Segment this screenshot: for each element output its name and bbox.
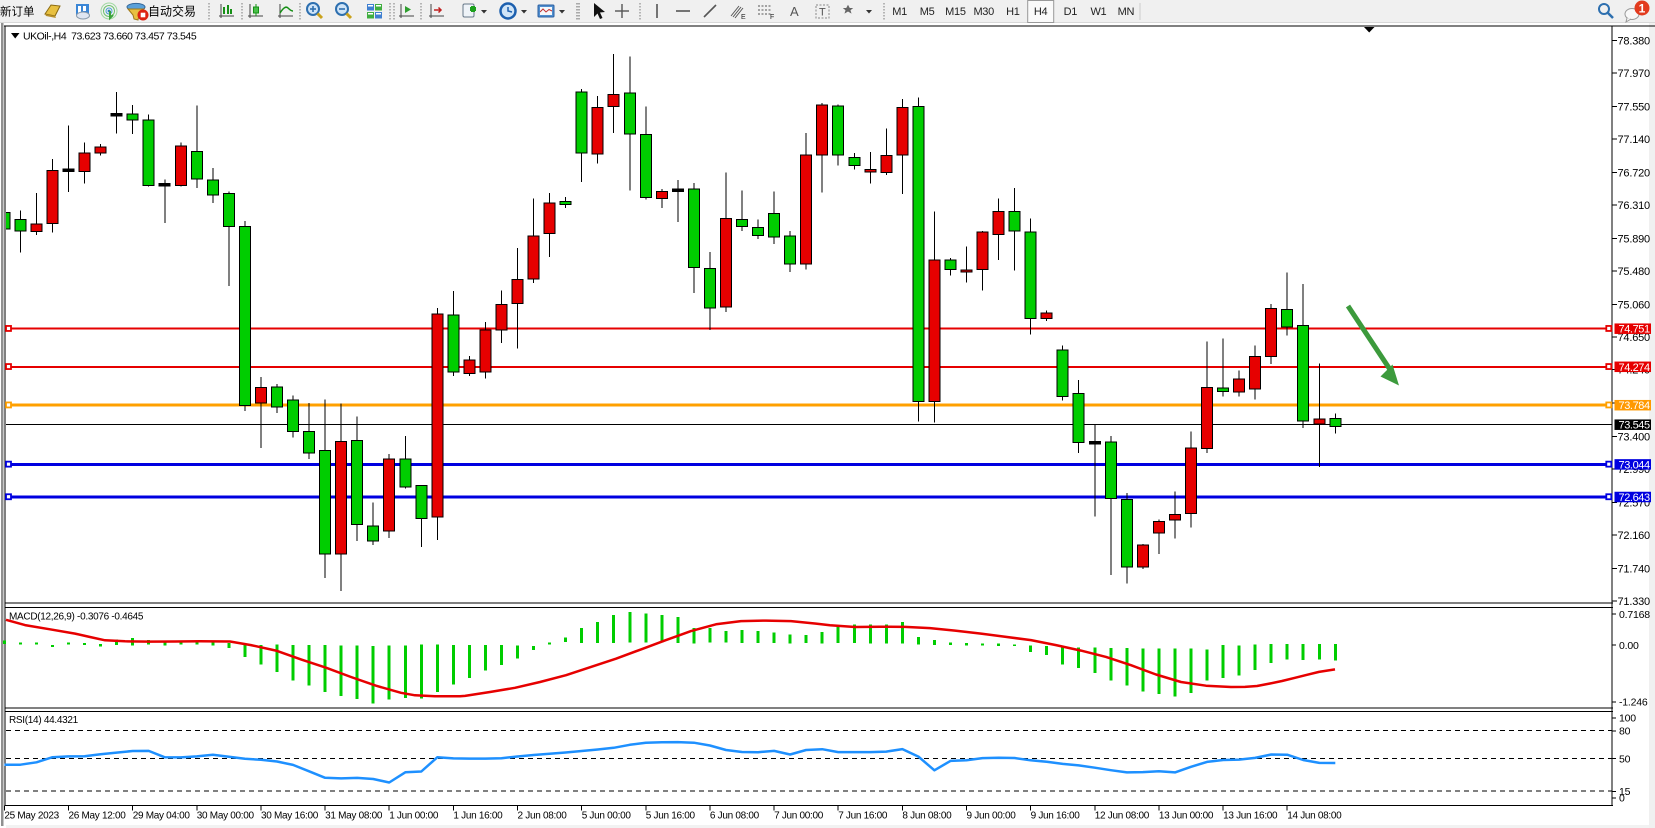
svg-text:5 Jun 16:00: 5 Jun 16:00 [646, 811, 696, 822]
svg-text:72.643: 72.643 [1619, 492, 1651, 504]
svg-text:MN: MN [1118, 6, 1135, 18]
svg-text:78.380: 78.380 [1618, 35, 1651, 47]
svg-text:M5: M5 [920, 6, 935, 18]
svg-text:30 May 00:00: 30 May 00:00 [197, 811, 255, 822]
svg-text:T: T [819, 7, 826, 19]
svg-text:新订单: 新订单 [0, 5, 35, 19]
svg-text:77.140: 77.140 [1618, 134, 1651, 146]
svg-text:72.160: 72.160 [1618, 530, 1651, 542]
svg-text:73.545: 73.545 [1619, 420, 1651, 432]
svg-text:8 Jun 08:00: 8 Jun 08:00 [902, 811, 952, 822]
svg-text:75.060: 75.060 [1618, 299, 1651, 311]
svg-text:-1.246: -1.246 [1619, 697, 1648, 709]
svg-text:F: F [770, 14, 774, 21]
svg-text:77.970: 77.970 [1618, 68, 1651, 80]
svg-text:7 Jun 00:00: 7 Jun 00:00 [774, 811, 824, 822]
svg-text:0.7168: 0.7168 [1619, 609, 1650, 621]
svg-text:73.784: 73.784 [1619, 400, 1651, 412]
svg-text:73.400: 73.400 [1618, 431, 1651, 443]
svg-text:13 Jun 16:00: 13 Jun 16:00 [1223, 811, 1278, 822]
svg-text:M15: M15 [945, 6, 966, 18]
svg-text:9 Jun 16:00: 9 Jun 16:00 [1031, 811, 1081, 822]
svg-text:73.044: 73.044 [1619, 459, 1651, 471]
svg-text:50: 50 [1619, 753, 1631, 765]
svg-text:1: 1 [1639, 2, 1646, 16]
svg-text:30 May 16:00: 30 May 16:00 [261, 811, 319, 822]
svg-text:W1: W1 [1090, 6, 1106, 18]
svg-text:75.480: 75.480 [1618, 266, 1651, 278]
svg-text:71.330: 71.330 [1618, 596, 1651, 608]
svg-text:自动交易: 自动交易 [148, 4, 196, 19]
svg-text:74.751: 74.751 [1619, 324, 1651, 336]
svg-text:MACD(12,26,9) -0.3076 -0.4645: MACD(12,26,9) -0.3076 -0.4645 [9, 612, 144, 623]
svg-text:M30: M30 [973, 6, 994, 18]
svg-text:25 May 2023: 25 May 2023 [4, 811, 59, 822]
svg-text:76.720: 76.720 [1618, 167, 1651, 179]
svg-text:31 May 08:00: 31 May 08:00 [325, 811, 383, 822]
svg-text:29 May 04:00: 29 May 04:00 [133, 811, 191, 822]
svg-text:74.274: 74.274 [1619, 362, 1651, 374]
svg-text:A: A [790, 4, 799, 19]
svg-text:0.00: 0.00 [1619, 640, 1639, 652]
svg-text:E: E [741, 14, 746, 21]
svg-text:74.650: 74.650 [1618, 332, 1651, 344]
svg-text:12 Jun 08:00: 12 Jun 08:00 [1095, 811, 1150, 822]
svg-text:15: 15 [1619, 786, 1631, 798]
svg-text:1 Jun 16:00: 1 Jun 16:00 [453, 811, 503, 822]
svg-text:80: 80 [1619, 726, 1631, 738]
svg-text:RSI(14) 44.4321: RSI(14) 44.4321 [9, 715, 79, 726]
svg-text:14 Jun 08:00: 14 Jun 08:00 [1287, 811, 1342, 822]
svg-text:6 Jun 08:00: 6 Jun 08:00 [710, 811, 760, 822]
svg-text:2 Jun 08:00: 2 Jun 08:00 [518, 811, 568, 822]
svg-text:UKOil-,H4 73.623 73.660 73.45: UKOil-,H4 73.623 73.660 73.457 73.545 [23, 31, 197, 43]
svg-text:1 Jun 00:00: 1 Jun 00:00 [389, 811, 439, 822]
svg-text:D1: D1 [1064, 6, 1078, 18]
svg-text:76.310: 76.310 [1618, 200, 1651, 212]
svg-text:M1: M1 [892, 6, 907, 18]
svg-text:H1: H1 [1006, 6, 1020, 18]
svg-text:H4: H4 [1034, 6, 1048, 18]
svg-text:5 Jun 00:00: 5 Jun 00:00 [582, 811, 632, 822]
svg-text:9 Jun 00:00: 9 Jun 00:00 [967, 811, 1017, 822]
svg-text:75.890: 75.890 [1618, 233, 1651, 245]
svg-text:0: 0 [1619, 793, 1625, 805]
svg-text:7 Jun 16:00: 7 Jun 16:00 [838, 811, 888, 822]
svg-text:71.740: 71.740 [1618, 563, 1651, 575]
svg-text:100: 100 [1619, 713, 1636, 725]
svg-text:77.550: 77.550 [1618, 101, 1651, 113]
svg-text:13 Jun 00:00: 13 Jun 00:00 [1159, 811, 1214, 822]
svg-text:26 May 12:00: 26 May 12:00 [69, 811, 127, 822]
